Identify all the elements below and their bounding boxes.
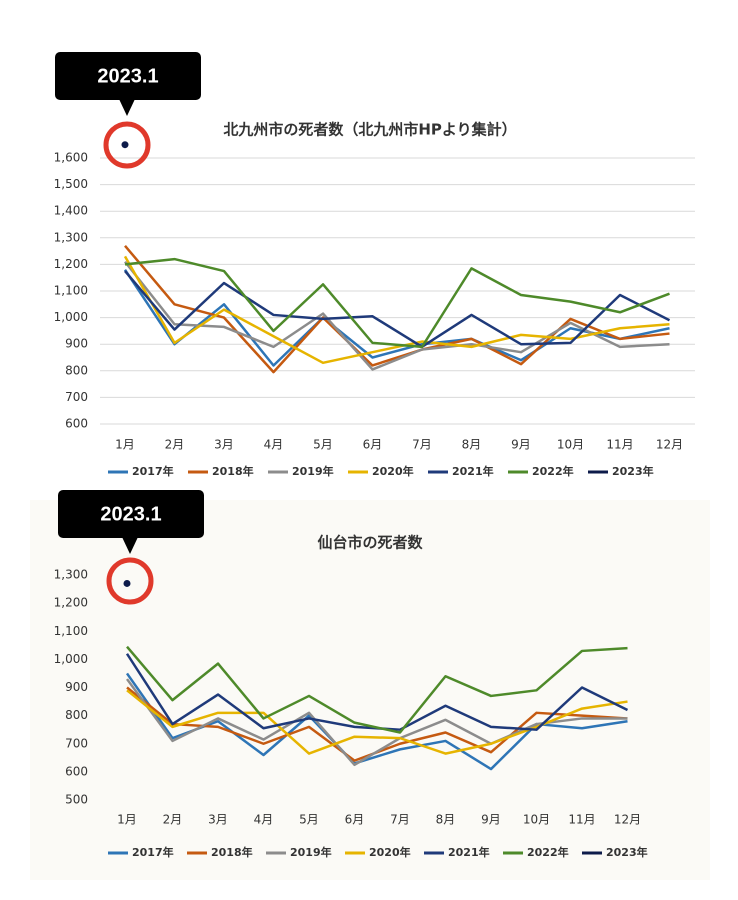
- y-tick-label: 1,200: [54, 257, 88, 271]
- callout-box: [58, 490, 204, 538]
- legend-label: 2023年: [606, 845, 648, 859]
- x-tick-label: 9月: [481, 813, 501, 827]
- x-tick-label: 11月: [568, 813, 595, 827]
- callout-text: 2023.1: [97, 65, 158, 87]
- chart-title: 北九州市の死者数（北九州市HPより集計）: [223, 121, 516, 139]
- x-tick-label: 2月: [163, 813, 183, 827]
- legend-label: 2018年: [212, 464, 254, 478]
- legend-label: 2019年: [292, 464, 334, 478]
- y-tick-label: 600: [65, 764, 88, 778]
- data-point: [123, 579, 131, 587]
- y-tick-label: 700: [65, 736, 88, 750]
- y-tick-label: 900: [65, 337, 88, 351]
- data-point: [121, 141, 129, 149]
- chart-title: 仙台市の死者数: [317, 534, 423, 552]
- y-tick-label: 1,000: [54, 310, 88, 324]
- y-tick-label: 800: [65, 363, 88, 377]
- legend-label: 2017年: [132, 845, 174, 859]
- x-tick-label: 7月: [390, 813, 410, 827]
- x-tick-label: 10月: [523, 813, 550, 827]
- series-line: [124, 260, 670, 371]
- callout-pointer: [122, 537, 138, 554]
- y-tick-label: 1,600: [54, 151, 88, 165]
- highlight-circle: [106, 557, 154, 605]
- legend-label: 2022年: [532, 464, 574, 478]
- x-tick-label: 12月: [656, 438, 683, 452]
- y-tick-label: 1,100: [54, 624, 88, 638]
- series-line: [123, 269, 670, 367]
- y-tick-label: 1,200: [54, 596, 88, 610]
- legend-label: 2020年: [372, 464, 414, 478]
- x-tick-label: 4月: [264, 438, 284, 452]
- callout-pointer: [119, 99, 135, 116]
- x-tick-label: 12月: [614, 813, 641, 827]
- y-tick-label: 1,000: [54, 652, 88, 666]
- x-tick-label: 3月: [214, 438, 234, 452]
- y-tick-label: 1,300: [54, 568, 88, 582]
- callout-box: [55, 52, 201, 100]
- x-tick-label: 2月: [165, 438, 185, 452]
- y-tick-label: 1,400: [54, 204, 88, 218]
- y-tick-label: 800: [65, 708, 88, 722]
- highlight-circle: [103, 121, 151, 169]
- x-tick-label: 8月: [436, 813, 456, 827]
- y-tick-label: 500: [65, 793, 88, 807]
- legend-label: 2019年: [290, 845, 332, 859]
- x-tick-label: 1月: [117, 813, 137, 827]
- x-tick-label: 4月: [254, 813, 274, 827]
- x-tick-label: 11月: [606, 438, 633, 452]
- y-tick-label: 900: [65, 680, 88, 694]
- x-tick-label: 8月: [462, 438, 482, 452]
- series-line: [126, 645, 628, 734]
- x-tick-label: 5月: [313, 438, 333, 452]
- legend-label: 2020年: [369, 845, 411, 859]
- series-line: [123, 255, 670, 365]
- series-line: [124, 270, 671, 349]
- legend-label: 2018年: [211, 845, 253, 859]
- callout-text: 2023.1: [100, 503, 161, 525]
- y-tick-label: 600: [65, 417, 88, 431]
- x-tick-label: 10月: [557, 438, 584, 452]
- x-tick-label: 1月: [115, 438, 135, 452]
- x-tick-label: 6月: [363, 438, 383, 452]
- legend-label: 2021年: [448, 845, 490, 859]
- y-tick-label: 1,300: [54, 230, 88, 244]
- x-tick-label: 7月: [412, 438, 432, 452]
- legend-label: 2023年: [612, 464, 654, 478]
- y-tick-label: 700: [65, 390, 88, 404]
- x-tick-label: 6月: [345, 813, 365, 827]
- y-tick-label: 1,500: [54, 177, 88, 191]
- x-tick-label: 5月: [299, 813, 319, 827]
- x-tick-label: 9月: [511, 438, 531, 452]
- y-tick-label: 1,100: [54, 284, 88, 298]
- legend-label: 2022年: [527, 845, 569, 859]
- series-line: [124, 257, 670, 349]
- x-tick-label: 3月: [208, 813, 228, 827]
- legend-label: 2021年: [452, 464, 494, 478]
- legend-label: 2017年: [132, 464, 174, 478]
